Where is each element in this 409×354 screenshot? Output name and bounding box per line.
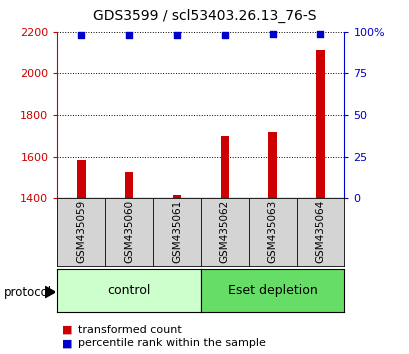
Bar [220, 136, 229, 198]
Text: transformed count: transformed count [78, 325, 181, 335]
Text: GSM435061: GSM435061 [171, 200, 182, 263]
Text: Eset depletion: Eset depletion [227, 284, 317, 297]
Text: percentile rank within the sample: percentile rank within the sample [78, 338, 265, 348]
Point [221, 32, 227, 38]
Text: control: control [107, 284, 151, 297]
Text: protocol: protocol [4, 286, 52, 298]
Text: GSM435063: GSM435063 [267, 200, 277, 263]
Polygon shape [45, 286, 55, 298]
Bar [315, 50, 324, 198]
Text: GSM435064: GSM435064 [315, 200, 325, 263]
Text: ■: ■ [61, 325, 72, 335]
Point [269, 32, 275, 37]
Bar [77, 160, 85, 198]
Text: GSM435060: GSM435060 [124, 200, 134, 263]
Point [173, 32, 180, 38]
Text: GSM435062: GSM435062 [219, 200, 229, 263]
Text: GSM435059: GSM435059 [76, 200, 86, 263]
Point [317, 31, 323, 36]
Text: GDS3599 / scl53403.26.13_76-S: GDS3599 / scl53403.26.13_76-S [93, 9, 316, 23]
Point [78, 32, 84, 38]
Text: ■: ■ [61, 338, 72, 348]
Bar [268, 132, 276, 198]
Bar [172, 195, 181, 198]
Point [126, 32, 132, 38]
Bar [124, 172, 133, 198]
